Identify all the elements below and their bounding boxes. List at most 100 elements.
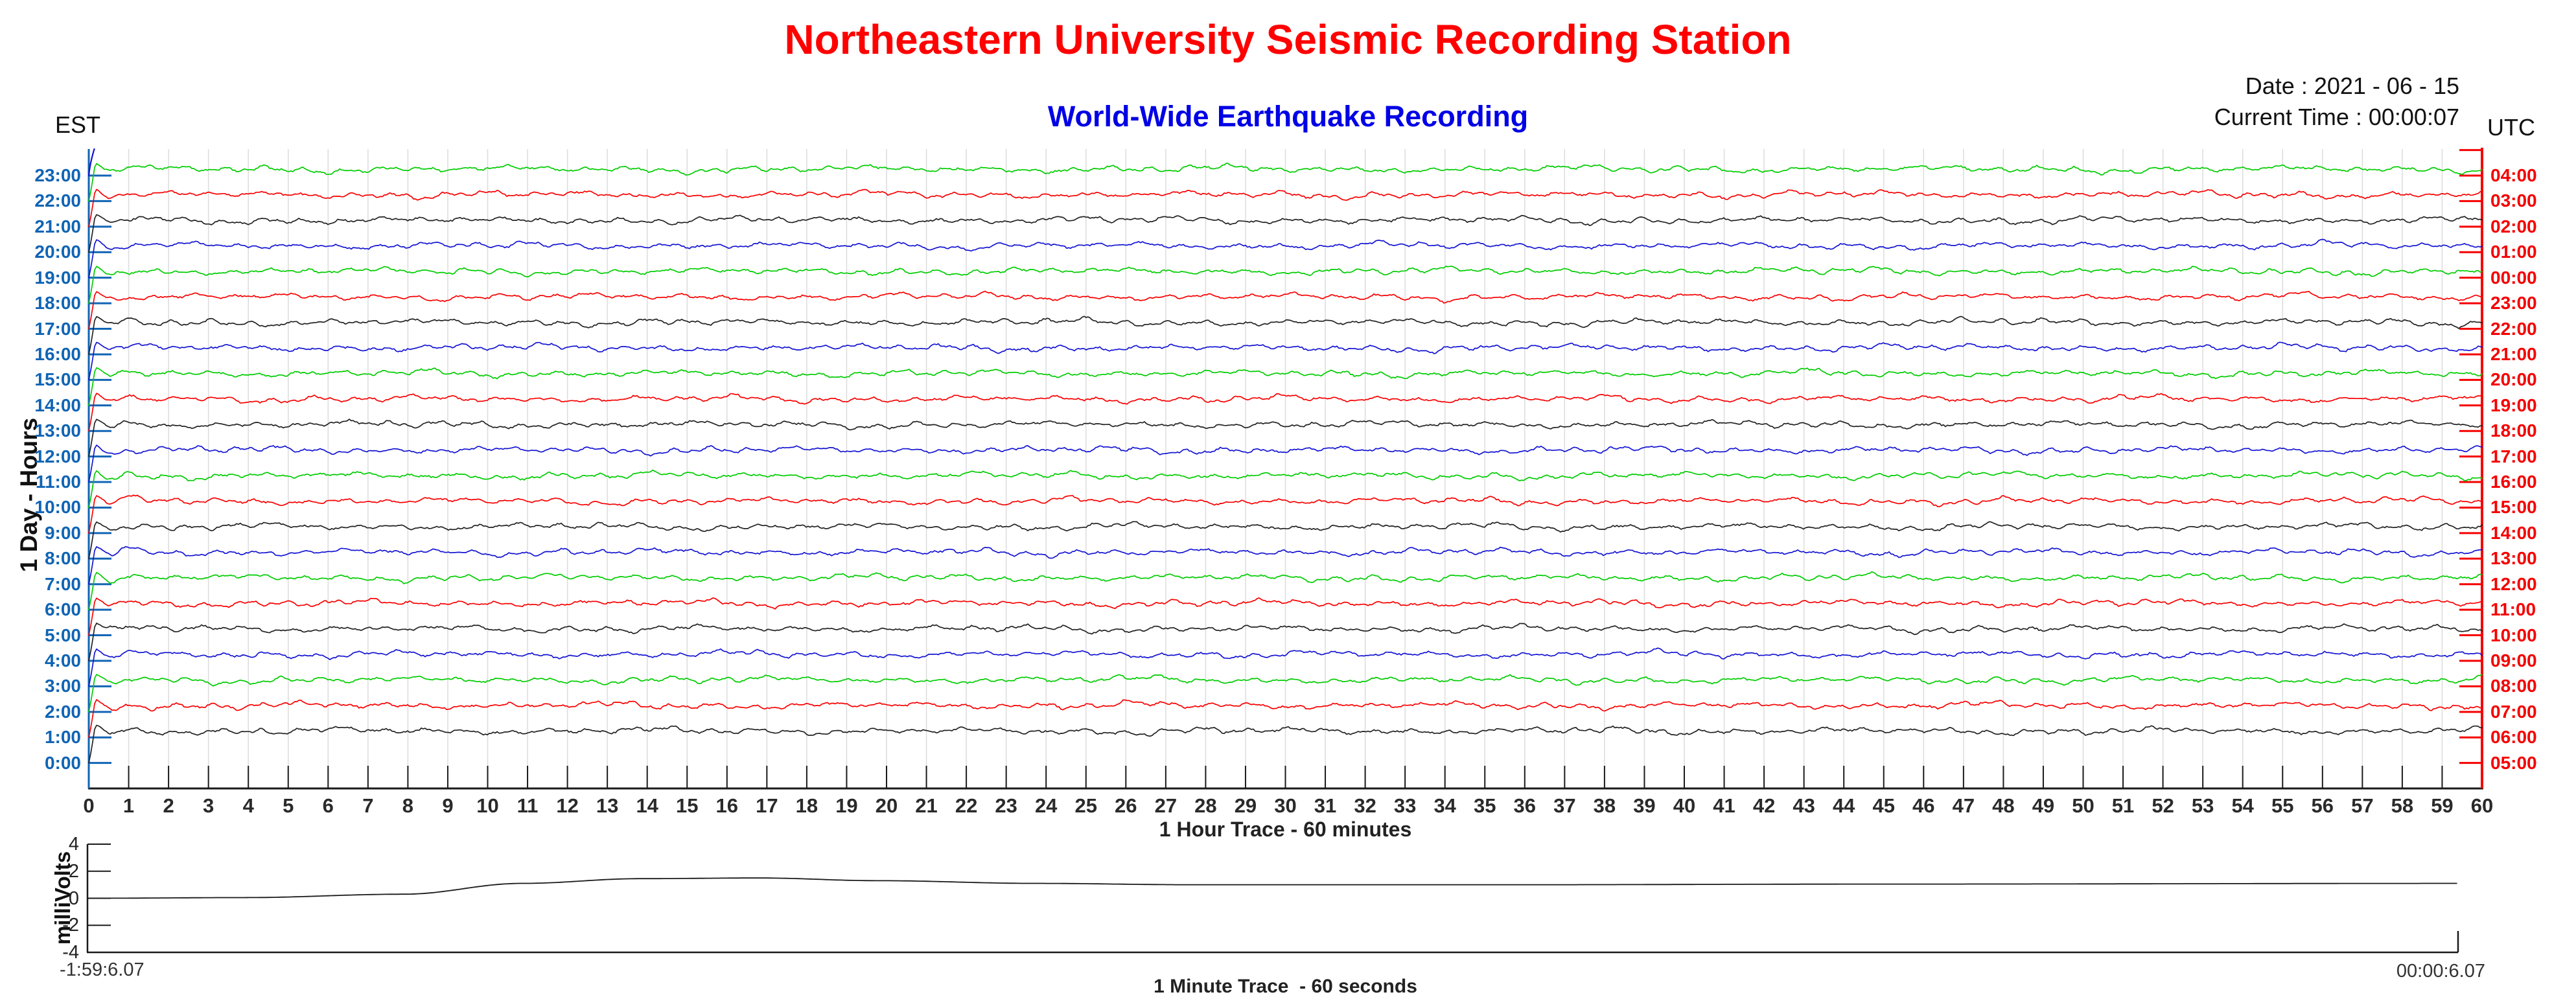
hour-trace-900-est: [88, 521, 2483, 560]
minute-tick-label: 60: [2470, 794, 2494, 817]
utc-hour-label: 22:00: [2490, 318, 2537, 339]
minute-tick-label: 10: [476, 794, 499, 817]
minute-tick-label: 30: [1274, 794, 1297, 817]
minute-tick-label: 53: [2191, 794, 2214, 817]
minute-tick-label: 43: [1793, 794, 1815, 817]
minute-tick-label: 5: [283, 794, 294, 817]
utc-hour-label: 19:00: [2490, 395, 2537, 415]
minute-tick-label: 21: [915, 794, 938, 817]
est-hour-label: 12:00: [34, 446, 81, 466]
utc-hour-label: 21:00: [2490, 343, 2537, 364]
est-hour-label: 16:00: [34, 343, 81, 364]
utc-hour-label: 12:00: [2490, 573, 2537, 594]
hour-trace-2200-est: [88, 189, 2483, 227]
minute-tick-label: 16: [715, 794, 739, 817]
hour-trace-1800-est: [88, 290, 2483, 330]
minute-tick-label: 6: [322, 794, 334, 817]
utc-hour-label: 15:00: [2490, 497, 2537, 518]
utc-hour-label: 05:00: [2490, 752, 2537, 773]
minute-tick-label: 11: [516, 794, 539, 817]
minute-tick-label: 44: [1832, 794, 1855, 817]
minute-tick-label: 23: [995, 794, 1017, 817]
utc-hour-label: 00:00: [2490, 267, 2537, 288]
minute-tick-label: 47: [1952, 794, 1975, 817]
minute-tick-label: 19: [835, 794, 858, 817]
est-hour-label: 20:00: [34, 242, 81, 262]
minute-tick-label: 33: [1393, 794, 1417, 817]
est-hour-label: 9:00: [44, 522, 81, 543]
est-hour-label: 21:00: [34, 216, 81, 236]
millivolt-tick-label: -2: [62, 915, 79, 936]
minute-tick-label: 56: [2311, 794, 2334, 817]
minute-tick-label: 46: [1912, 794, 1935, 817]
utc-hour-label: 08:00: [2490, 676, 2537, 696]
utc-hour-label: 14:00: [2490, 522, 2537, 543]
millivolt-tick-label: 4: [68, 834, 79, 855]
minute-tick-label: 39: [1633, 794, 1656, 817]
utc-hour-label: 06:00: [2490, 727, 2537, 748]
hour-trace-1400-est: [88, 393, 2483, 432]
millivolt-tick-label: 2: [68, 860, 79, 882]
hour-trace-1700-est: [88, 316, 2483, 355]
hour-trace-1000-est: [88, 494, 2483, 534]
minute-tick-label: 0: [83, 794, 95, 817]
minute-tick-label: 54: [2231, 794, 2254, 817]
millivolt-tick-label: 0: [68, 888, 79, 909]
minute-tick-label: 22: [955, 794, 978, 817]
est-timezone-label: EST: [55, 111, 101, 138]
minute-trace-window-end: 00:00:6.07: [2396, 961, 2485, 982]
hour-trace-2300-est: [88, 163, 2483, 202]
hour-trace-1900-est: [88, 265, 2483, 304]
in-progress-trace: [87, 148, 95, 177]
minute-trace-line: [87, 877, 2457, 899]
hour-trace-caption: 1 Hour Trace - 60 minutes: [1159, 818, 1412, 841]
hour-trace-400-est: [88, 647, 2483, 687]
minute-tick-label: 49: [2032, 794, 2055, 817]
est-hour-label: 4:00: [44, 650, 81, 671]
est-hour-label: 23:00: [34, 165, 81, 185]
minute-tick-label: 7: [362, 794, 374, 817]
utc-hour-label: 11:00: [2490, 599, 2536, 620]
hour-trace-1100-est: [88, 469, 2483, 509]
est-hour-label: 6:00: [44, 599, 81, 620]
est-hour-label: 14:00: [34, 395, 81, 415]
est-hour-label: 2:00: [44, 701, 81, 722]
minute-tick-label: 2: [163, 794, 174, 817]
est-hour-label: 11:00: [35, 472, 81, 492]
hour-trace-200-est: [88, 699, 2483, 739]
minute-tick-label: 59: [2431, 794, 2454, 817]
page-title: Northeastern University Seismic Recordin…: [784, 16, 1792, 63]
minute-tick-label: 3: [203, 794, 215, 817]
hour-trace-500-est: [88, 623, 2483, 661]
minute-tick-label: 55: [2271, 794, 2294, 817]
hour-trace-1500-est: [88, 367, 2483, 406]
utc-hour-label: 03:00: [2490, 190, 2537, 211]
hour-trace-2000-est: [88, 238, 2483, 279]
utc-hour-label: 20:00: [2490, 369, 2537, 390]
millivolt-tick-label: -4: [62, 942, 79, 963]
utc-hour-label: 01:00: [2490, 242, 2537, 262]
hour-trace-700-est: [88, 571, 2483, 610]
utc-hour-label: 18:00: [2490, 420, 2537, 441]
utc-hour-label: 16:00: [2490, 472, 2537, 492]
minute-tick-label: 4: [242, 794, 254, 817]
minute-tick-label: 40: [1673, 794, 1696, 817]
minute-tick-label: 45: [1872, 794, 1895, 817]
utc-hour-label: 09:00: [2490, 650, 2537, 671]
minute-tick-label: 14: [636, 794, 658, 817]
minute-tick-label: 12: [556, 794, 579, 817]
minute-tick-label: 37: [1553, 794, 1576, 817]
minute-tick-label: 27: [1154, 794, 1178, 817]
utc-hour-label: 10:00: [2490, 625, 2537, 645]
est-hour-label: 5:00: [44, 625, 81, 645]
est-hour-label: 3:00: [44, 676, 81, 696]
est-hour-label: 18:00: [34, 293, 81, 314]
minute-tick-label: 32: [1354, 794, 1376, 817]
minute-tick-label: 57: [2351, 794, 2374, 817]
date-label: Date : 2021 - 06 - 15: [2245, 73, 2459, 99]
minute-tick-label: 50: [2072, 794, 2094, 817]
minute-trace-window-start: -1:59:6.07: [60, 959, 145, 980]
minute-tick-label: 48: [1992, 794, 2015, 817]
minute-tick-label: 13: [596, 794, 619, 817]
